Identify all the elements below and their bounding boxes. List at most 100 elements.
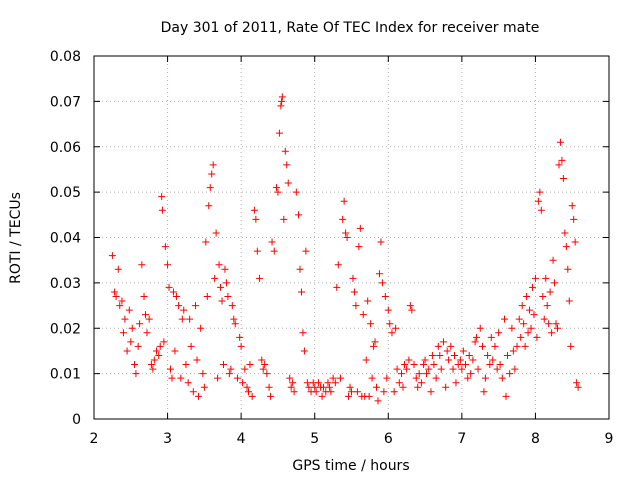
data-point	[178, 315, 186, 323]
data-point	[208, 170, 216, 178]
data-point	[243, 383, 251, 391]
data-point	[386, 320, 394, 328]
data-point	[250, 206, 258, 214]
data-point	[556, 138, 564, 146]
data-point	[193, 356, 201, 364]
data-point	[161, 243, 169, 251]
data-point	[375, 270, 383, 278]
data-point	[184, 379, 192, 387]
data-point	[355, 243, 363, 251]
data-point	[352, 302, 360, 310]
data-point	[526, 306, 534, 314]
data-point	[333, 283, 341, 291]
data-point	[430, 361, 438, 369]
data-point	[467, 370, 475, 378]
data-point	[345, 392, 353, 400]
data-point	[169, 288, 177, 296]
y-tick-label: 0.05	[50, 185, 81, 201]
data-point	[364, 297, 372, 305]
data-point	[540, 315, 548, 323]
data-point	[559, 175, 567, 183]
data-point	[186, 315, 194, 323]
axis-ticks: 2 3 4 5 6 7 8 9 0 0.01 0.02 0.03 0.04 0.05 0.06 0.07 0.0…	[50, 49, 614, 447]
data-point	[296, 265, 304, 273]
data-point	[182, 361, 190, 369]
data-point	[561, 229, 569, 237]
data-point	[311, 383, 319, 391]
data-point	[230, 315, 238, 323]
data-point	[314, 379, 322, 387]
data-point	[462, 361, 470, 369]
data-point	[570, 215, 578, 223]
data-point	[437, 365, 445, 373]
data-point	[381, 292, 389, 300]
data-point	[502, 392, 510, 400]
y-tick-label: 0.02	[50, 321, 81, 337]
data-point	[427, 388, 435, 396]
data-point	[465, 351, 473, 359]
data-point	[320, 383, 328, 391]
data-point	[476, 324, 484, 332]
x-tick-label: 5	[310, 431, 319, 447]
data-point	[564, 265, 572, 273]
data-point	[528, 283, 536, 291]
data-point	[200, 383, 208, 391]
data-point	[552, 320, 560, 328]
data-point	[551, 279, 559, 287]
data-point	[325, 383, 333, 391]
data-point	[554, 324, 561, 332]
data-point	[423, 370, 431, 378]
data-point	[503, 351, 511, 359]
data-point	[290, 388, 298, 396]
data-point	[378, 279, 386, 287]
data-point	[420, 361, 428, 369]
data-point	[533, 333, 541, 341]
data-point	[442, 383, 450, 391]
x-tick-label: 4	[237, 431, 246, 447]
data-point	[458, 365, 466, 373]
data-point	[543, 302, 551, 310]
data-point	[350, 288, 358, 296]
data-point	[371, 338, 379, 346]
x-tick-label: 2	[90, 431, 99, 447]
data-point	[370, 342, 378, 350]
data-point	[227, 365, 235, 373]
y-tick-label: 0.04	[50, 231, 81, 247]
data-point	[202, 238, 210, 246]
data-point	[283, 161, 291, 169]
data-point	[480, 388, 488, 396]
x-tick-label: 9	[605, 431, 614, 447]
data-point	[362, 356, 370, 364]
data-point	[119, 329, 127, 337]
data-point	[399, 383, 407, 391]
data-point	[383, 374, 391, 382]
data-point	[513, 342, 521, 350]
data-point	[164, 261, 172, 269]
data-point	[565, 297, 573, 305]
data-point	[300, 347, 308, 355]
data-point	[284, 179, 292, 187]
data-point	[275, 129, 283, 137]
data-point	[245, 388, 252, 396]
data-point	[542, 274, 550, 282]
data-point	[339, 215, 347, 223]
data-point	[415, 370, 423, 378]
data-point	[327, 388, 335, 396]
data-point	[436, 351, 444, 359]
data-point	[278, 93, 286, 101]
data-point	[481, 374, 489, 382]
data-point	[545, 320, 553, 328]
data-point	[217, 283, 225, 291]
data-point	[175, 302, 183, 310]
data-point	[568, 202, 576, 210]
data-point	[287, 383, 295, 391]
data-point	[265, 383, 273, 391]
data-point	[168, 374, 176, 382]
data-point	[268, 238, 276, 246]
data-point	[253, 247, 261, 255]
data-point	[222, 279, 230, 287]
data-point	[452, 379, 460, 387]
data-point	[523, 292, 531, 300]
data-point	[421, 356, 429, 364]
data-point	[520, 320, 528, 328]
